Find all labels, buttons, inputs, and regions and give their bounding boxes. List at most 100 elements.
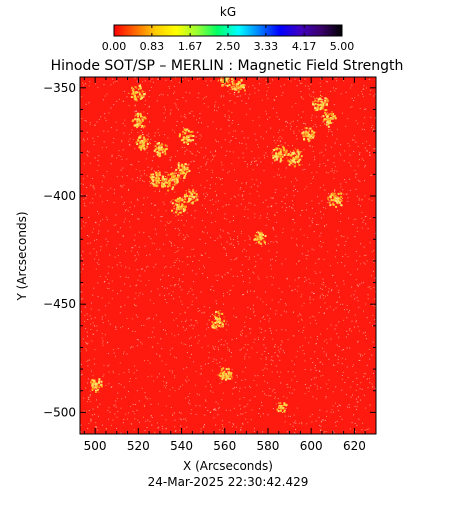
- noise-pixel: [163, 120, 165, 122]
- noise-pixel: [301, 97, 303, 99]
- plage-pixel: [219, 325, 221, 327]
- noise-pixel: [343, 80, 345, 82]
- noise-pixel: [272, 197, 274, 199]
- noise-pixel: [183, 127, 184, 129]
- plage-pixel: [308, 139, 311, 142]
- noise-pixel: [288, 206, 290, 207]
- noise-pixel: [82, 183, 84, 185]
- plage-pixel: [138, 114, 140, 116]
- noise-pixel: [265, 224, 267, 226]
- noise-pixel: [186, 212, 188, 214]
- noise-pixel: [250, 308, 251, 310]
- noise-pixel: [304, 276, 306, 278]
- noise-pixel: [191, 304, 193, 306]
- noise-pixel: [264, 157, 265, 159]
- noise-pixel: [291, 181, 292, 183]
- noise-pixel: [304, 360, 306, 362]
- plage-pixel: [331, 117, 334, 120]
- noise-pixel: [325, 144, 327, 146]
- noise-pixel: [164, 267, 165, 269]
- noise-pixel: [108, 371, 110, 373]
- noise-pixel: [263, 154, 265, 156]
- noise-pixel: [134, 331, 136, 332]
- noise-pixel: [243, 294, 244, 295]
- noise-pixel: [356, 227, 358, 229]
- noise-pixel: [226, 291, 228, 293]
- noise-pixel: [148, 106, 150, 108]
- noise-pixel: [114, 256, 116, 258]
- noise-pixel: [302, 111, 304, 113]
- noise-pixel: [262, 369, 264, 371]
- plage-pixel: [281, 406, 283, 408]
- noise-pixel: [356, 230, 358, 232]
- noise-pixel: [90, 184, 92, 186]
- noise-pixel: [286, 278, 288, 280]
- noise-pixel: [148, 317, 150, 319]
- noise-pixel: [134, 234, 136, 236]
- noise-pixel: [121, 185, 123, 187]
- noise-pixel: [101, 180, 103, 182]
- noise-pixel: [240, 348, 242, 350]
- plage-pixel: [264, 235, 267, 237]
- noise-pixel: [326, 410, 328, 412]
- noise-pixel: [212, 159, 214, 160]
- plage-pixel: [178, 212, 180, 213]
- plage-pixel: [141, 144, 144, 147]
- noise-pixel: [185, 397, 187, 399]
- plage-pixel: [179, 211, 182, 214]
- noise-pixel: [86, 401, 88, 403]
- noise-pixel: [179, 418, 181, 420]
- noise-pixel: [138, 231, 140, 233]
- noise-pixel: [245, 113, 247, 115]
- noise-pixel: [234, 85, 236, 87]
- plage-pixel: [95, 386, 98, 388]
- noise-pixel: [271, 332, 272, 334]
- plage-pixel: [171, 172, 174, 175]
- plage-pixel: [237, 90, 240, 93]
- noise-pixel: [365, 254, 367, 256]
- noise-pixel: [346, 366, 348, 368]
- noise-pixel: [372, 386, 374, 388]
- plage-pixel: [278, 151, 280, 153]
- noise-pixel: [97, 406, 99, 408]
- noise-pixel: [165, 387, 167, 389]
- noise-pixel: [197, 342, 199, 344]
- noise-pixel: [122, 422, 124, 424]
- noise-pixel: [347, 237, 349, 239]
- plage-pixel: [294, 156, 297, 158]
- noise-pixel: [114, 413, 116, 415]
- noise-pixel: [83, 84, 85, 86]
- noise-pixel: [248, 97, 249, 99]
- plage-pixel: [171, 186, 173, 188]
- noise-pixel: [284, 402, 286, 404]
- noise-pixel: [121, 139, 123, 141]
- noise-pixel: [168, 293, 170, 295]
- noise-pixel: [312, 91, 314, 93]
- noise-pixel: [206, 161, 208, 163]
- noise-pixel: [353, 294, 355, 296]
- noise-pixel: [143, 170, 145, 172]
- noise-pixel: [287, 386, 289, 388]
- plage-pixel: [164, 144, 167, 147]
- noise-pixel: [121, 141, 123, 143]
- noise-pixel: [105, 238, 107, 240]
- plage-pixel: [304, 127, 306, 129]
- noise-pixel: [274, 214, 276, 216]
- plage-pixel: [295, 161, 297, 163]
- noise-pixel: [85, 387, 86, 389]
- noise-pixel: [166, 302, 168, 304]
- plage-pixel: [166, 180, 168, 182]
- plage-pixel: [238, 86, 241, 89]
- noise-pixel: [329, 265, 331, 267]
- noise-pixel: [93, 287, 95, 289]
- noise-pixel: [347, 271, 349, 273]
- noise-pixel: [221, 275, 223, 277]
- noise-pixel: [143, 181, 145, 183]
- noise-pixel: [363, 262, 365, 264]
- noise-pixel: [89, 242, 91, 244]
- noise-pixel: [229, 409, 231, 411]
- plage-pixel: [290, 162, 293, 165]
- noise-pixel: [243, 281, 244, 283]
- noise-pixel: [313, 377, 315, 379]
- noise-pixel: [278, 287, 280, 289]
